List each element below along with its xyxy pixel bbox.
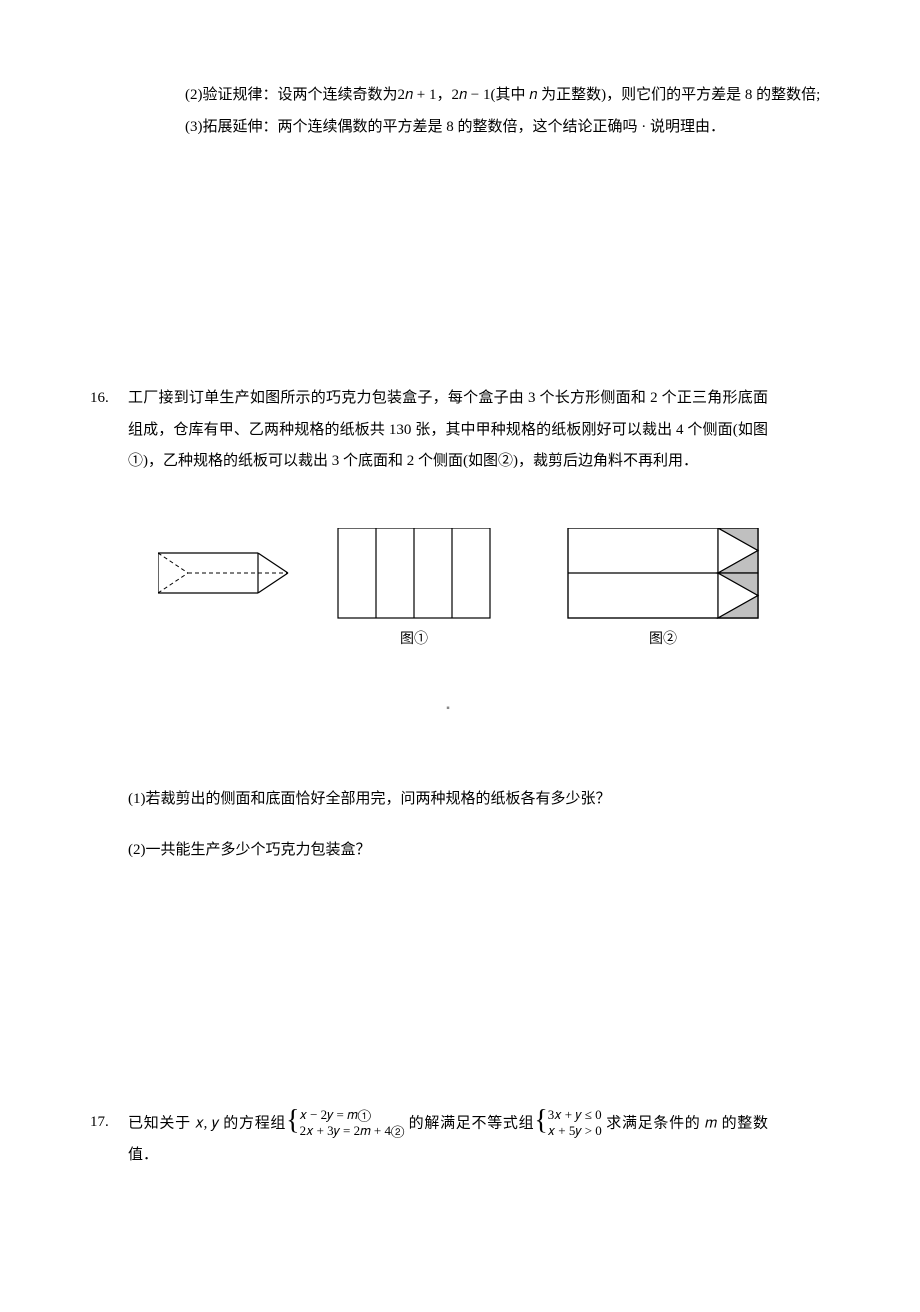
- q17-sys1-l2: 2𝑥 + 3𝑦 = 2𝑚 + 4②: [300, 1123, 405, 1138]
- q17-pre: 已知关于 𝑥, 𝑦 的方程组: [128, 1115, 286, 1131]
- brace-icon: {: [534, 1107, 547, 1135]
- q17-mid: 的解满足不等式组: [404, 1115, 534, 1131]
- fig2-label: 图②: [649, 631, 677, 647]
- q16-part1: (1)若裁剪出的侧面和底面恰好全部用完，问两种规格的纸板各有多少张？: [128, 784, 768, 816]
- q16-number: 16.: [90, 383, 120, 415]
- q17-sys1-l1: 𝑥 − 2𝑦 = 𝑚①: [300, 1107, 371, 1122]
- q16: 16. 工厂接到订单生产如图所示的巧克力包装盒子，每个盒子由 3 个长方形侧面和…: [90, 383, 830, 887]
- q16-diagrams-svg: 图①: [158, 528, 778, 658]
- q17-system2: 3𝑥 + 𝑦 ≤ 0𝑥 + 5𝑦 > 0: [548, 1107, 602, 1141]
- q15-part2: (2)验证规律：设两个连续奇数为2𝑛 + 1，2𝑛 − 1(其中 𝑛 为正整数)…: [185, 80, 830, 112]
- q16-text: 工厂接到订单生产如图所示的巧克力包装盒子，每个盒子由 3 个长方形侧面和 2 个…: [128, 383, 768, 478]
- q15-continued: (2)验证规律：设两个连续奇数为2𝑛 + 1，2𝑛 − 1(其中 𝑛 为正整数)…: [185, 80, 830, 143]
- center-marker: ▪: [128, 703, 768, 714]
- q17-sys2-l2: 𝑥 + 5𝑦 > 0: [548, 1123, 602, 1138]
- q17-text: 已知关于 𝑥, 𝑦 的方程组{𝑥 − 2𝑦 = 𝑚①2𝑥 + 3𝑦 = 2𝑚 +…: [128, 1107, 768, 1172]
- q17-sys2-l1: 3𝑥 + 𝑦 ≤ 0: [548, 1107, 602, 1122]
- q17-system1: 𝑥 − 2𝑦 = 𝑚①2𝑥 + 3𝑦 = 2𝑚 + 4②: [300, 1107, 405, 1141]
- q17: 17. 已知关于 𝑥, 𝑦 的方程组{𝑥 − 2𝑦 = 𝑚①2𝑥 + 3𝑦 = …: [90, 1107, 830, 1172]
- fig1-label: 图①: [400, 631, 428, 647]
- q17-number: 17.: [90, 1107, 120, 1139]
- q16-part2: (2)一共能生产多少个巧克力包装盒？: [128, 835, 768, 867]
- brace-icon: {: [286, 1107, 299, 1135]
- q15-part3: (3)拓展延伸：两个连续偶数的平方差是 8 的整数倍，这个结论正确吗 · 说明理…: [185, 112, 830, 144]
- q16-figures: 图①: [158, 528, 768, 663]
